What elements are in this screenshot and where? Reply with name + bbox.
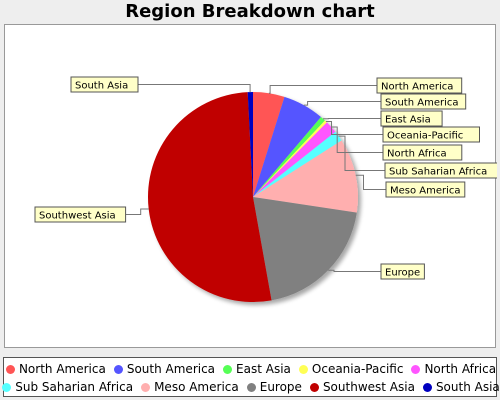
legend-swatch xyxy=(310,383,319,392)
leader-line xyxy=(138,85,250,93)
legend-swatch xyxy=(223,365,232,374)
slice-label: North America xyxy=(381,82,453,93)
leader-line xyxy=(126,209,149,215)
legend-label: Oceania-Pacific xyxy=(312,362,404,376)
chart-title: Region Breakdown chart xyxy=(0,1,500,22)
plot-area: North America South America East Asia Ocean… xyxy=(4,24,496,348)
slice-label: Oceania-Pacific xyxy=(387,131,463,142)
slice-label: Europe xyxy=(385,268,420,279)
slice-label: South America xyxy=(385,98,459,109)
legend-label: North America xyxy=(19,362,106,376)
legend-label: North Africa xyxy=(424,362,496,376)
legend-item: Meso America xyxy=(141,380,239,394)
legend-label: Southwest Asia xyxy=(323,380,415,394)
leader-line xyxy=(304,102,381,106)
legend-swatch xyxy=(2,383,11,392)
slice-label: South Asia xyxy=(75,81,128,92)
leader-line xyxy=(328,270,381,271)
legend-swatch xyxy=(6,365,15,374)
legend-label: Sub Saharian Africa xyxy=(15,380,133,394)
legend-label: South Asia xyxy=(436,380,500,394)
slice-label: Southwest Asia xyxy=(39,211,116,222)
slice-label: Meso America xyxy=(390,186,461,197)
legend-item: South Asia xyxy=(423,380,500,394)
legend-item: East Asia xyxy=(223,362,291,376)
legend-item: North Africa xyxy=(411,362,496,376)
leader-line xyxy=(269,86,377,94)
legend-swatch xyxy=(247,383,256,392)
slice-label: East Asia xyxy=(385,115,431,126)
legend-swatch xyxy=(114,365,123,374)
legend-swatch xyxy=(411,365,420,374)
slice-label: Sub Saharian Africa xyxy=(389,167,487,178)
legend-item: Sub Saharian Africa xyxy=(2,380,133,394)
legend-item: North America xyxy=(6,362,106,376)
legend-label: East Asia xyxy=(236,362,291,376)
legend-swatch xyxy=(299,365,308,374)
leader-line xyxy=(339,136,386,170)
legend-label: Europe xyxy=(260,380,302,394)
legend-item: South America xyxy=(114,362,215,376)
legend-label: South America xyxy=(127,362,215,376)
slice-label: North Africa xyxy=(387,149,447,160)
legend-swatch xyxy=(141,383,150,392)
legend-item: Southwest Asia xyxy=(310,380,415,394)
legend: North America South America East Asia Ocean… xyxy=(3,357,497,397)
legend-label: Meso America xyxy=(154,380,239,394)
pie-chart: North America South America East Asia Ocean… xyxy=(5,25,497,349)
legend-swatch xyxy=(423,383,432,392)
legend-item: Europe xyxy=(247,380,302,394)
leader-line xyxy=(356,175,386,189)
legend-item: Oceania-Pacific xyxy=(299,362,404,376)
